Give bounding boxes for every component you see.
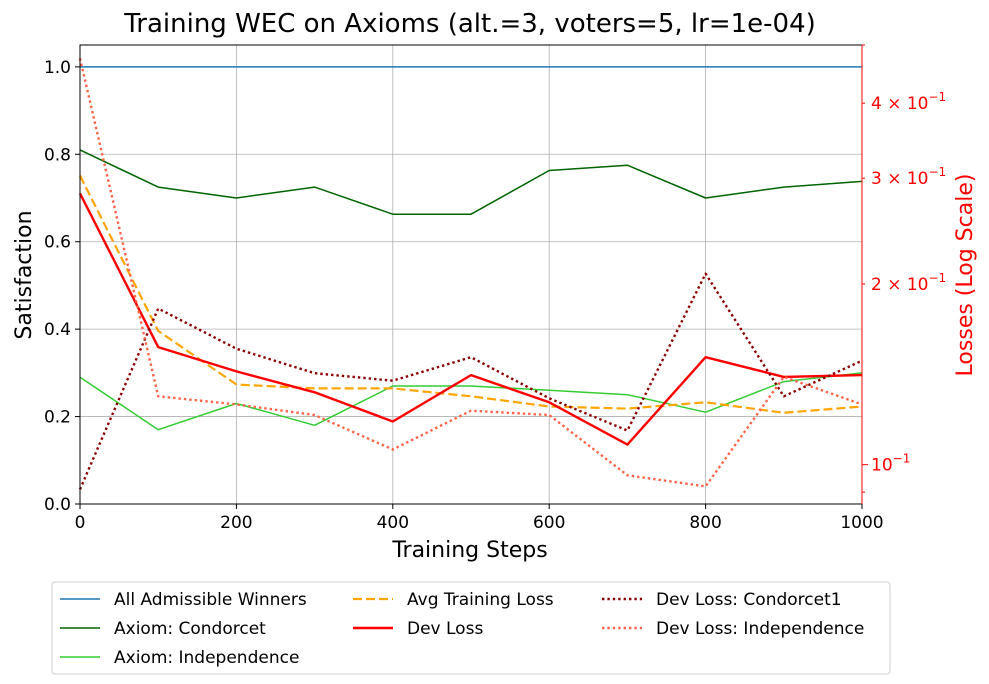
- y-tick-label: 0.4: [44, 320, 71, 340]
- series-line-dev-loss: [78, 192, 863, 446]
- x-tick-label: 0: [75, 513, 86, 533]
- y-tick-label: 0.2: [44, 408, 71, 428]
- legend-label: Dev Loss: Independence: [656, 619, 864, 639]
- y2-tick-label: 3 × 10−1: [871, 165, 946, 189]
- x-tick-label: 800: [689, 513, 721, 533]
- x-axis: 0 200 400 600 800 1000: [75, 504, 884, 533]
- y-tick-label: 0.0: [44, 495, 71, 515]
- legend-label: Avg Training Loss: [407, 590, 554, 610]
- legend-box: [51, 581, 891, 675]
- plot-frame: [79, 44, 863, 505]
- y2-axis-label: Losses (Log Scale): [953, 174, 978, 377]
- legend-label: Dev Loss: Condorcet1: [656, 590, 842, 610]
- x-axis-label: Training Steps: [391, 538, 547, 563]
- x-tick-label: 1000: [840, 513, 883, 533]
- legend: All Admissible Winners Axiom: Condorcet Ax…: [51, 581, 891, 675]
- y2-tick-label: 4 × 10−1: [871, 90, 946, 114]
- chart-title: Training WEC on Axioms (alt.=3, voters=5…: [123, 9, 816, 39]
- legend-label: Dev Loss: [407, 619, 483, 639]
- y-axis-right: 4 × 10−1 3 × 10−1 2 × 10−1 10−1: [861, 44, 946, 504]
- y-tick-label: 0.6: [44, 233, 71, 253]
- legend-label: Axiom: Independence: [114, 648, 299, 668]
- y-tick-label: 0.8: [44, 145, 71, 165]
- y2-tick-label: 2 × 10−1: [871, 271, 946, 295]
- y-axis-left: 0.0 0.2 0.4 0.6 0.8 1.0: [44, 58, 80, 515]
- series-line-axiom-independence: [79, 372, 863, 431]
- x-tick-label: 600: [533, 513, 565, 533]
- y-tick-label: 1.0: [44, 58, 71, 78]
- series-line-dev-loss-condorcet1: [78, 272, 863, 490]
- legend-label: Axiom: Condorcet: [114, 619, 266, 639]
- series-layer: [78, 58, 863, 490]
- series-line-avg-training-loss: [79, 175, 863, 414]
- x-tick-label: 200: [220, 513, 252, 533]
- legend-label: All Admissible Winners: [114, 590, 307, 610]
- gridlines: [79, 45, 863, 505]
- series-line-axiom-condorcet: [79, 149, 863, 215]
- x-tick-label: 400: [377, 513, 409, 533]
- series-line-dev-loss-independence: [78, 58, 863, 488]
- y2-tick-label: 10−1: [871, 452, 910, 476]
- y-axis-label: Satisfaction: [12, 210, 37, 339]
